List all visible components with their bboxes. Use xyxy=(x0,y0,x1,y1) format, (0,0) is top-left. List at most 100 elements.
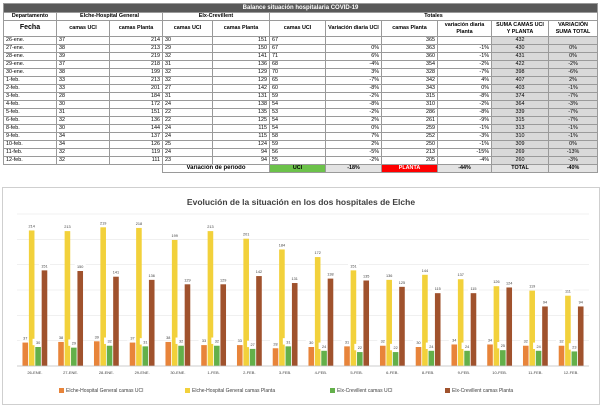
elche-planta-cell: 144 xyxy=(109,124,163,133)
total-uci-cell: 60 xyxy=(269,84,326,93)
var-uci-cell: -4% xyxy=(325,60,382,69)
var-uci-cell: 7% xyxy=(325,132,382,141)
data-label-bg xyxy=(425,342,437,349)
total-uci-cell: 54 xyxy=(269,116,326,125)
data-label: 24 xyxy=(429,345,433,349)
total-uci-cell: 54 xyxy=(269,124,326,133)
data-label-bg xyxy=(26,222,38,229)
elche-planta-cell: 136 xyxy=(109,116,163,125)
fecha-header: Fecha xyxy=(3,20,57,37)
data-label: 142 xyxy=(256,270,262,274)
elx-planta-cell: 151 xyxy=(212,36,270,45)
suma-cell: 432 xyxy=(491,36,549,45)
chart-area: Evolución de la situación en los dos hos… xyxy=(2,187,600,405)
var-suma-header: VARIACIÓN SUMA TOTAL xyxy=(547,20,599,37)
bar xyxy=(285,346,292,366)
total-uci-cell: 54 xyxy=(269,100,326,109)
data-label: 137 xyxy=(458,273,464,277)
data-label: 94 xyxy=(579,300,583,304)
elche-planta-header: camas Planta xyxy=(109,20,163,37)
suma-cell: 269 xyxy=(491,148,549,157)
bar xyxy=(363,280,370,366)
total-planta-cell: 328 xyxy=(381,68,438,77)
total-planta-cell: 252 xyxy=(381,132,438,141)
data-label: 214 xyxy=(29,224,35,228)
empty-cell xyxy=(56,164,110,173)
elche-planta-cell: 119 xyxy=(109,148,163,157)
data-label-bg xyxy=(204,222,216,230)
data-label-bg xyxy=(377,337,389,344)
data-label: 144 xyxy=(422,269,428,273)
var-suma-cell: 0% xyxy=(547,140,599,149)
bar xyxy=(350,270,357,366)
table-row: 28-ene. 39 219 32 141 71 6% 360 -1% 431 0% xyxy=(3,52,599,61)
legend-label: Elche-Hospital General camas UCI xyxy=(66,388,144,394)
bar xyxy=(77,271,84,366)
data-label-bg xyxy=(490,278,502,285)
total-planta-cell: 286 xyxy=(381,108,438,117)
data-label-bg xyxy=(169,231,181,239)
data-label-bg xyxy=(419,266,431,273)
data-label: 39 xyxy=(95,335,99,339)
empty-cell xyxy=(3,164,57,173)
elx-planta-cell: 125 xyxy=(212,116,270,125)
data-label: 124 xyxy=(506,281,512,285)
total-uci-cell: 55 xyxy=(269,156,326,165)
suma-cell: 309 xyxy=(491,140,549,149)
data-label: 126 xyxy=(493,280,499,284)
data-label: 184 xyxy=(279,243,285,247)
elx-uci-cell: 22 xyxy=(162,108,213,117)
elx-planta-header: camas Planta xyxy=(212,20,270,37)
data-label-bg xyxy=(347,262,359,269)
data-label: 111 xyxy=(565,290,571,294)
data-label: 141 xyxy=(113,271,119,275)
legend-label: Elx-Crevillent camas UCI xyxy=(337,388,393,394)
data-label: 37 xyxy=(23,337,27,341)
var-planta-cell: -4% xyxy=(437,156,492,165)
var-suma-cell: -1% xyxy=(547,84,599,93)
elx-uci-cell: 32 xyxy=(162,52,213,61)
suma-cell: 315 xyxy=(491,116,549,125)
bar xyxy=(64,231,71,366)
fecha-cell: 12-feb. xyxy=(3,156,57,165)
suma-cell: 260 xyxy=(491,156,549,165)
data-label-bg xyxy=(61,222,73,230)
var-uci-cell: 2% xyxy=(325,140,382,149)
elche-planta-cell: 137 xyxy=(109,132,163,141)
var-uci-cell: 0% xyxy=(325,44,382,53)
bar xyxy=(379,345,386,366)
total-planta-cell: 343 xyxy=(381,84,438,93)
var-planta-header: variación diaria Planta xyxy=(437,20,492,37)
data-label: 119 xyxy=(529,285,535,289)
data-label: 37 xyxy=(130,337,134,341)
bar xyxy=(201,345,207,366)
var-uci-value: -18% xyxy=(325,164,382,173)
var-planta-cell: -3% xyxy=(437,132,492,141)
data-label-bg xyxy=(390,343,402,351)
var-suma-cell: -3% xyxy=(547,156,599,165)
elche-uci-cell: 38 xyxy=(56,68,110,77)
var-suma-cell: -3% xyxy=(547,100,599,109)
data-label-bg xyxy=(503,279,515,286)
total-uci-cell: 71 xyxy=(269,52,326,61)
bar xyxy=(386,279,392,366)
x-tick-label: 12-FEB. xyxy=(564,370,579,375)
data-label-bg xyxy=(270,340,282,347)
elx-uci-cell: 25 xyxy=(162,140,213,149)
table-row: 1-feb. 33 213 32 129 65 -7% 342 4% 407 2% xyxy=(3,76,599,85)
elx-uci-cell: 24 xyxy=(162,132,213,141)
elx-planta-cell: 129 xyxy=(212,68,270,77)
data-label: 25 xyxy=(501,344,505,348)
total-planta-cell: 342 xyxy=(381,76,438,85)
var-uci-cell: 3% xyxy=(325,68,382,77)
x-tick-label: 8-FEB. xyxy=(422,370,434,375)
table-row: 4-feb. 30 172 24 138 54 -8% 310 -2% 364 -3% xyxy=(3,100,599,109)
var-planta-value: -44% xyxy=(437,164,492,173)
suma-cell: 422 xyxy=(491,60,549,69)
x-tick-label: 27-ENE. xyxy=(63,370,78,375)
elx-uci-cell: 32 xyxy=(162,68,213,77)
elche-uci-cell: 31 xyxy=(56,108,110,117)
data-label-bg xyxy=(162,333,174,341)
table-row: 2-feb. 33 201 27 142 60 -8% 343 0% 403 -1% xyxy=(3,84,599,93)
var-uci-header: Variación diaria UCI xyxy=(325,20,382,37)
